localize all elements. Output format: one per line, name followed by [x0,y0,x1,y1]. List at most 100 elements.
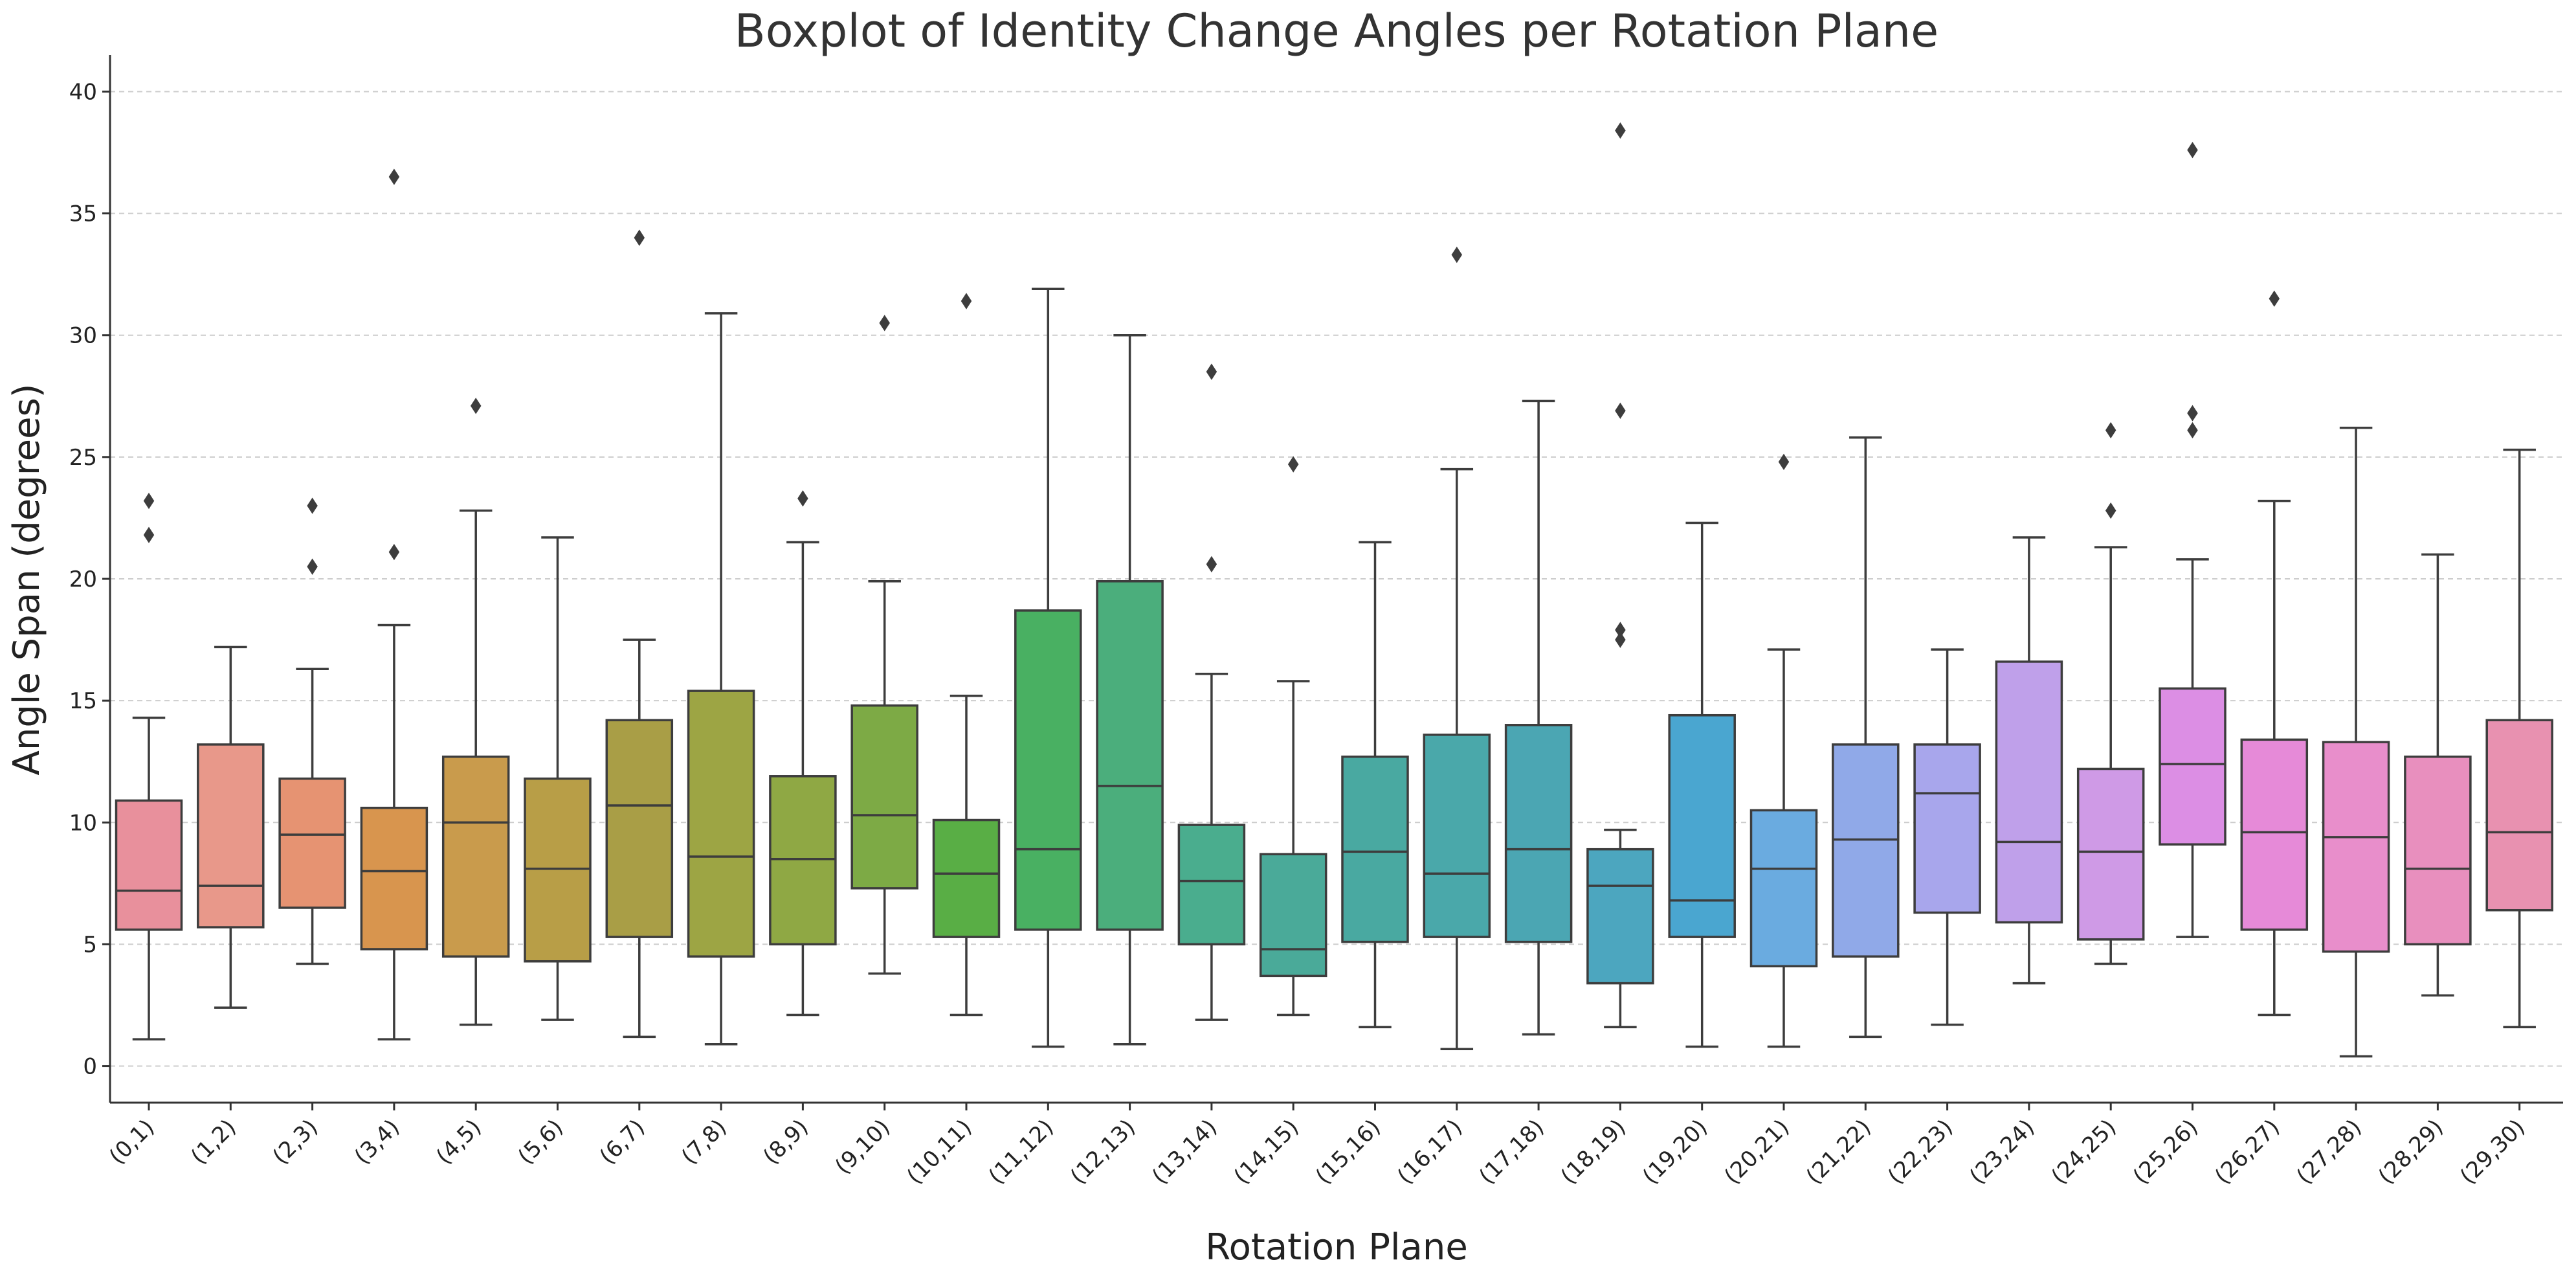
x-tick-label-0: (0,1) [104,1114,159,1169]
x-tick-label-9: (9,10) [830,1114,895,1180]
box-group-9 [850,315,918,975]
box-group-2 [278,497,346,965]
y-tick-label-5: 5 [83,932,97,958]
box-iqr [769,775,837,946]
outlier-point-1 [143,492,155,510]
y-tick-label-20: 20 [69,567,97,592]
x-tick-label-13: (13,14) [1147,1114,1222,1189]
box-iqr [2159,687,2226,846]
outlier-point-0 [879,315,890,332]
box-iqr [605,719,674,938]
box-group-29 [2485,448,2553,1029]
outlier-point-1 [388,168,400,185]
x-tick-label-16: (16,17) [1392,1114,1467,1189]
outlier-point-1 [2187,405,2198,422]
box-group-11 [1014,287,1082,1048]
outlier-point-0 [388,543,400,561]
x-tick-label-26: (26,27) [2210,1114,2285,1189]
box-group-16 [1423,246,1491,1050]
box-group-23 [1995,536,2063,985]
outlier-point-0 [2187,422,2198,439]
box-iqr [850,704,918,890]
box-group-22 [1913,648,1981,1026]
box-iqr [1749,809,1818,968]
box-iqr [2322,741,2390,953]
x-tick-label-5: (5,6) [513,1114,568,1169]
box-iqr [2485,719,2553,912]
y-tick-label-40: 40 [69,79,97,105]
box-iqr [687,690,755,958]
x-tick-label-10: (10,11) [902,1114,977,1189]
box-iqr [441,755,510,958]
outlier-point-0 [2269,290,2280,307]
box-iqr [1423,734,1491,938]
box-iqr [1913,743,1981,914]
outlier-point-0 [1287,456,1299,473]
outlier-point-2 [2187,142,2198,159]
box-group-10 [932,293,1001,1017]
x-tick-label-8: (8,9) [758,1114,813,1169]
x-tick-label-1: (1,2) [186,1114,241,1169]
box-iqr [115,799,183,931]
box-group-1 [197,646,265,1009]
x-tick-label-18: (18,19) [1556,1114,1631,1189]
box-iqr [1177,824,1246,946]
box-iqr [2076,767,2145,941]
box-group-12 [1096,333,1164,1046]
box-group-8 [769,490,837,1017]
outlier-point-0 [634,229,645,246]
y-axis-title: Angle Span (degrees) [6,384,48,776]
box-iqr [524,777,592,963]
outlier-point-0 [470,398,482,414]
box-group-25 [2159,142,2226,938]
box-iqr [1832,743,1900,958]
box-group-28 [2404,553,2472,997]
outlier-point-1 [307,497,318,514]
outlier-point-0 [960,293,972,309]
x-tick-label-11: (11,12) [984,1114,1059,1189]
x-tick-label-20: (20,21) [1719,1114,1794,1189]
box-group-21 [1832,436,1900,1039]
y-tick-label-35: 35 [69,201,97,227]
box-group-3 [360,168,428,1040]
box-group-24 [2076,422,2145,965]
outlier-point-0 [1615,631,1626,648]
x-tick-label-15: (15,16) [1311,1114,1386,1189]
box-iqr [278,777,346,909]
x-tick-label-25: (25,26) [2128,1114,2203,1189]
outlier-point-1 [2105,422,2116,439]
outlier-point-0 [307,558,318,575]
box-iqr [1586,848,1654,985]
x-tick-label-29: (29,30) [2455,1114,2530,1189]
box-group-7 [687,312,755,1046]
x-tick-label-23: (23,24) [1964,1114,2039,1189]
box-group-0 [115,492,183,1040]
x-ticks: (0,1) (1,2) (2,3) (3,4) (4,5) (5,6) (6,7) (7,8)… [104,1103,2530,1189]
outlier-point-0 [797,490,808,507]
box-group-20 [1749,453,1818,1048]
box-group-18 [1586,122,1654,1029]
y-ticks: 0 5 10 15 20 25 30 35 40 [69,79,110,1080]
outlier-point-2 [1615,402,1626,420]
outlier-point-1 [1615,622,1626,638]
box-group-13 [1177,363,1246,1021]
box-group-5 [524,536,592,1021]
box-group-4 [441,398,510,1026]
y-tick-label-10: 10 [69,810,97,836]
box-group-26 [2240,290,2309,1017]
y-tick-label-30: 30 [69,323,97,349]
box-iqr [1096,580,1164,931]
outlier-point-0 [1778,453,1790,471]
box-iqr [197,743,265,928]
x-tick-label-22: (22,23) [1883,1114,1958,1189]
x-tick-label-4: (4,5) [431,1114,486,1169]
x-tick-label-21: (21,22) [1801,1114,1876,1189]
y-tick-label-25: 25 [69,445,97,471]
gridlines [110,91,2563,1067]
chart-title: Boxplot of Identity Change Angles per Ro… [735,5,1938,58]
outlier-point-3 [1615,122,1626,139]
x-tick-label-27: (27,28) [2292,1114,2367,1189]
x-tick-label-12: (12,13) [1065,1114,1140,1189]
box-iqr [1259,853,1327,978]
x-tick-label-7: (7,8) [676,1114,731,1169]
